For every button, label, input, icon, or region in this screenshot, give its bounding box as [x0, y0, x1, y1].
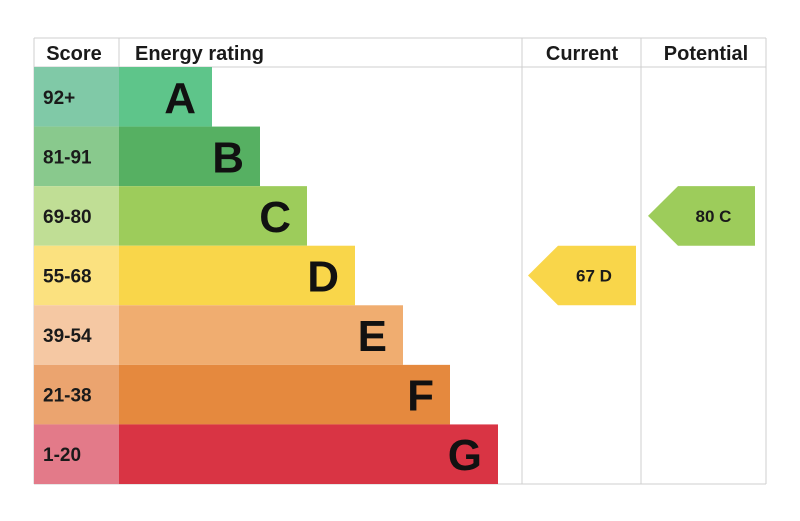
- band-bar-a: [119, 67, 212, 127]
- score-label-c: 69-80: [43, 207, 92, 228]
- band-bar-c: [119, 186, 307, 246]
- score-label-d: 55-68: [43, 267, 92, 288]
- rating-bands: 92+ A 81-91 B 69-80 C 55-68 D 39-54 E 21-38 F 1-20 G: [34, 67, 498, 484]
- band-letter-c: C: [259, 193, 291, 242]
- column-headers: Score Energy rating Current Potential: [46, 43, 748, 65]
- current-rating-arrow: [528, 245, 636, 306]
- score-cell-c: [34, 186, 119, 246]
- score-cell-d: [34, 245, 119, 306]
- band-bar-d: [119, 245, 355, 306]
- header-score: Score: [46, 43, 102, 65]
- score-cell-a: [34, 67, 119, 127]
- score-cell-e: [34, 305, 119, 365]
- band-letter-d: D: [307, 253, 339, 302]
- score-label-b: 81-91: [43, 147, 92, 168]
- score-label-a: 92+: [43, 88, 75, 109]
- score-label-g: 1-20: [43, 445, 81, 466]
- band-bar-f: [119, 364, 450, 425]
- band-bar-e: [119, 305, 403, 365]
- potential-rating-label: 80 C: [696, 207, 732, 226]
- score-cell-g: [34, 424, 119, 484]
- band-letter-f: F: [407, 372, 434, 421]
- score-label-f: 21-38: [43, 386, 92, 407]
- score-cell-b: [34, 126, 119, 187]
- band-bar-g: [119, 424, 498, 484]
- header-energy-rating: Energy rating: [135, 43, 264, 65]
- score-label-e: 39-54: [43, 326, 92, 347]
- score-cell-f: [34, 364, 119, 425]
- band-letter-e: E: [358, 312, 387, 361]
- potential-rating-arrow: [648, 186, 755, 246]
- header-current: Current: [546, 43, 619, 65]
- band-letter-a: A: [164, 74, 196, 123]
- rating-indicators: 67 D 80 C: [528, 186, 755, 306]
- header-potential: Potential: [664, 43, 748, 65]
- band-letter-g: G: [448, 431, 482, 480]
- current-rating-label: 67 D: [576, 267, 612, 286]
- band-letter-b: B: [212, 133, 244, 182]
- band-bar-b: [119, 126, 260, 187]
